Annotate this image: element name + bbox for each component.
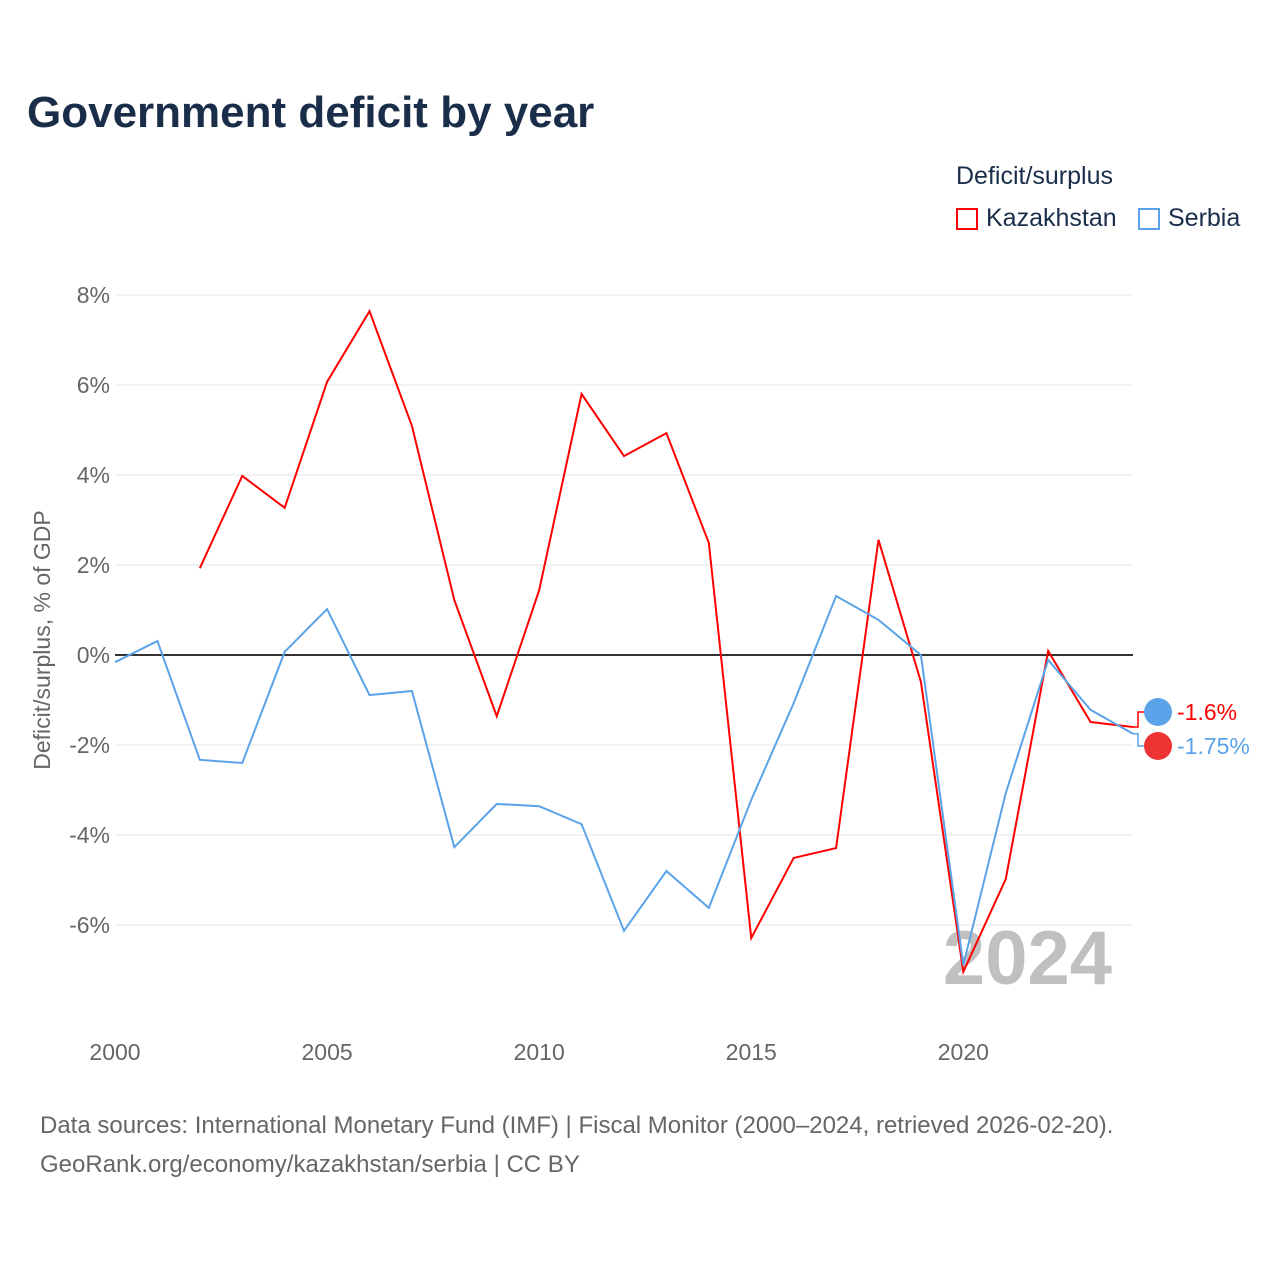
- y-tick-label: 0%: [77, 642, 110, 668]
- serbia-flag-icon: [1144, 732, 1172, 760]
- y-tick-label: 2%: [77, 552, 110, 578]
- line-chart: 8% 6% 4% 2% 0% -2% -4% -6% 2000 2005 2010 2015 2020 2…: [29, 282, 1250, 1065]
- y-axis-label: Deficit/surplus, % of GDP: [29, 510, 55, 769]
- series-line-serbia[interactable]: [114, 594, 1134, 966]
- source-note: Data sources: International Monetary Fun…: [40, 1112, 1114, 1139]
- footer: Data sources: International Monetary Fun…: [40, 1106, 1113, 1184]
- legend-swatch: [956, 207, 978, 230]
- y-tick-label: -6%: [69, 912, 110, 938]
- x-tick-label: 2010: [514, 1039, 565, 1065]
- chart-title: Government deficit by year: [27, 88, 595, 137]
- label-connector: [1133, 733, 1144, 747]
- kazakhstan-flag-icon: [1144, 698, 1172, 726]
- legend-label: Serbia: [1168, 204, 1241, 232]
- x-tick-label: 2005: [301, 1039, 352, 1065]
- series-line-kazakhstan[interactable]: [198, 308, 1134, 976]
- y-tick-label: -4%: [69, 822, 110, 848]
- end-value-label: -1.75%: [1177, 733, 1250, 759]
- legend-swatch: [1138, 207, 1160, 230]
- legend-item-serbia[interactable]: Serbia: [1138, 204, 1240, 233]
- end-value-label: -1.6%: [1177, 699, 1237, 725]
- label-connector: [1133, 711, 1144, 728]
- attribution-link[interactable]: GeoRank.org/economy/kazakhstan/serbia | …: [40, 1151, 580, 1178]
- legend-item-kazakhstan[interactable]: Kazakhstan: [956, 204, 1117, 233]
- year-watermark: 2024: [943, 916, 1112, 1001]
- x-tick-label: 2020: [938, 1039, 989, 1065]
- legend-title: Deficit/surplus: [956, 162, 1113, 190]
- x-tick-label: 2015: [726, 1039, 777, 1065]
- legend-label: Kazakhstan: [986, 204, 1117, 232]
- y-tick-label: 6%: [77, 372, 110, 398]
- y-tick-label: -2%: [69, 732, 110, 758]
- y-tick-label: 4%: [77, 462, 110, 488]
- y-tick-label: 8%: [77, 282, 110, 308]
- x-tick-label: 2000: [89, 1039, 140, 1065]
